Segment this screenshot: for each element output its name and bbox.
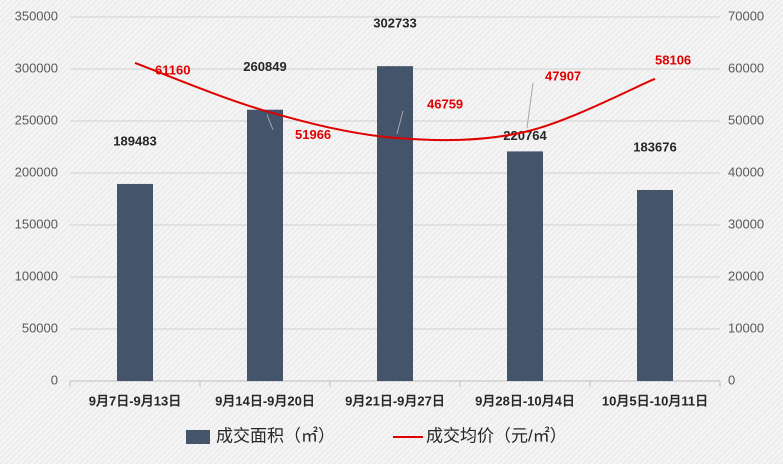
y-tick-label: 350000 <box>15 8 58 23</box>
bar-label: 189483 <box>113 133 156 148</box>
leader-line <box>526 82 534 128</box>
y-tick-label: 250000 <box>15 112 58 127</box>
x-tick-label: 9月28日-10月4日 <box>475 393 575 408</box>
y-tick-label: 200000 <box>15 164 58 179</box>
y-tick-label: 300000 <box>15 60 58 75</box>
line-label: 51966 <box>295 127 331 142</box>
bar <box>247 109 283 381</box>
line-label: 46759 <box>427 96 463 111</box>
y2-tick-label: 0 <box>728 372 735 387</box>
y-tick-label: 100000 <box>15 268 58 283</box>
y2-tick-label: 60000 <box>728 60 764 75</box>
bar <box>507 151 543 381</box>
x-tick-label: 9月21日-9月27日 <box>345 393 445 408</box>
y2-tick-label: 10000 <box>728 320 764 335</box>
bar-label: 183676 <box>633 139 676 154</box>
y-tick-label: 50000 <box>22 320 58 335</box>
legend-label: 成交面积（㎡） <box>216 426 335 445</box>
leader-line <box>266 114 274 130</box>
x-tick-label: 10月5日-10月11日 <box>602 393 708 408</box>
line-label: 47907 <box>545 68 581 83</box>
line-label: 58106 <box>655 52 691 67</box>
y2-tick-label: 40000 <box>728 164 764 179</box>
line-label: 61160 <box>155 62 190 77</box>
x-tick-label: 9月14日-9月20日 <box>215 393 315 408</box>
y-tick-label: 150000 <box>15 216 58 231</box>
bar <box>117 183 153 381</box>
line <box>134 62 656 142</box>
bar-label: 220764 <box>503 128 547 143</box>
y2-tick-label: 50000 <box>728 112 764 127</box>
legend-label: 成交均价（元/㎡） <box>426 426 567 445</box>
bar <box>637 189 673 381</box>
y2-tick-label: 30000 <box>728 216 764 231</box>
x-tick-label: 9月7日-9月13日 <box>89 393 181 408</box>
bar-label: 302733 <box>373 16 416 31</box>
y2-tick-label: 20000 <box>728 268 764 283</box>
leader-line <box>396 110 404 134</box>
legend-swatch <box>186 430 210 444</box>
bar-label: 260849 <box>243 59 286 74</box>
bar <box>377 66 413 381</box>
y-tick-label: 0 <box>51 372 58 387</box>
y2-tick-label: 70000 <box>728 8 764 23</box>
